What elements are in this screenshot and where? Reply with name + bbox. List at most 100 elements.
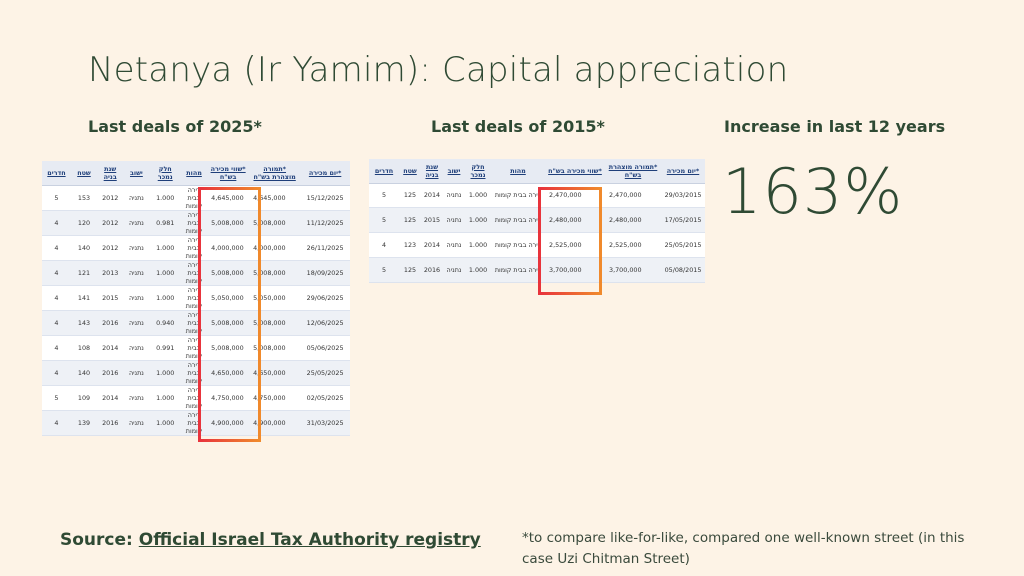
table-row: 18/09/2025 5,008,000 5,008,000 דירה בבית קו…	[42, 260, 350, 286]
header-price[interactable]: *שווי מכירה בש"ח	[207, 161, 250, 186]
city-cell: נתניה	[123, 385, 150, 411]
header-rooms[interactable]: חדרים	[42, 161, 71, 186]
part-sold-cell: 1.000	[149, 360, 181, 386]
header-build-year[interactable]: שנת בניה	[421, 159, 443, 184]
city-cell: נתניה	[123, 210, 150, 236]
build-year-cell: 2016	[97, 310, 124, 336]
rooms-cell: 5	[369, 207, 399, 234]
area-cell: 125	[399, 207, 421, 234]
rooms-cell: 4	[42, 260, 71, 286]
sale-date-cell: 05/06/2025	[300, 335, 350, 361]
sale-date-cell: 02/05/2025	[300, 385, 350, 411]
source-label: Source:	[60, 530, 133, 550]
sale-date-cell: 26/11/2025	[300, 235, 350, 261]
city-cell: נתניה	[443, 257, 465, 283]
header-type[interactable]: מהות	[491, 159, 545, 184]
header-sale-date[interactable]: *יום מכירה	[661, 159, 705, 184]
rooms-cell: 4	[42, 285, 71, 311]
part-sold-cell: 1.000	[149, 410, 181, 436]
city-cell: נתניה	[443, 207, 465, 234]
build-year-cell: 2016	[421, 257, 443, 283]
build-year-cell: 2012	[97, 185, 124, 211]
rooms-cell: 5	[42, 385, 71, 411]
part-sold-cell: 1.000	[465, 257, 491, 283]
city-cell: נתניה	[123, 260, 150, 286]
subtitle-2025: Last deals of 2025*	[88, 117, 262, 136]
rooms-cell: 4	[42, 235, 71, 261]
source-link[interactable]: Official Israel Tax Authority registry	[138, 530, 481, 550]
area-cell: 140	[70, 235, 98, 261]
part-sold-cell: 0.991	[149, 335, 181, 361]
area-cell: 140	[70, 360, 98, 386]
header-city[interactable]: ישוב	[123, 161, 150, 186]
rooms-cell: 4	[42, 360, 71, 386]
city-cell: נתניה	[123, 285, 150, 311]
build-year-cell: 2012	[97, 235, 124, 261]
type-cell: דירה בבית קומות	[491, 257, 545, 283]
table-row: 12/06/2025 5,008,000 5,008,000 דירה בבית קו…	[42, 310, 350, 336]
sale-date-cell: 11/12/2025	[300, 210, 350, 236]
declared-cell: 2,480,000	[605, 207, 661, 234]
part-sold-cell: 1.000	[465, 207, 491, 234]
build-year-cell: 2015	[421, 207, 443, 234]
header-declared[interactable]: *תמורה מוצהרת בש"ח	[605, 159, 661, 184]
table-row: 26/11/2025 4,000,000 4,000,000 דירה בבית קו…	[42, 235, 350, 261]
build-year-cell: 2015	[97, 285, 124, 311]
sale-date-cell: 31/03/2025	[300, 410, 350, 436]
page-title: Netanya (Ir Yamim): Capital appreciation	[88, 50, 789, 90]
header-part-sold[interactable]: חלק נמכר	[149, 161, 181, 186]
rooms-cell: 4	[42, 335, 71, 361]
build-year-cell: 2014	[97, 385, 124, 411]
table-row: 11/12/2025 5,008,000 5,008,000 דירה בבית קו…	[42, 210, 350, 236]
header-area[interactable]: שטח	[399, 159, 421, 184]
area-cell: 125	[399, 183, 421, 209]
build-year-cell: 2014	[421, 232, 443, 258]
sale-date-cell: 15/12/2025	[300, 185, 350, 211]
part-sold-cell: 1.000	[465, 183, 491, 209]
header-city[interactable]: ישוב	[443, 159, 465, 184]
part-sold-cell: 1.000	[149, 260, 181, 286]
subtitle-increase: Increase in last 12 years	[724, 117, 946, 136]
area-cell: 121	[70, 260, 98, 286]
sale-date-cell: 12/06/2025	[300, 310, 350, 336]
header-build-year[interactable]: שנת בניה	[97, 161, 124, 186]
city-cell: נתניה	[123, 410, 150, 436]
table-row: 29/06/2025 5,050,000 5,050,000 דירה בבית קו…	[42, 285, 350, 311]
rooms-cell: 5	[369, 257, 399, 283]
price-column-highlight-2025	[198, 187, 261, 442]
area-cell: 108	[70, 335, 98, 361]
header-declared[interactable]: *תמורה מוצהרת בש"ח	[249, 161, 301, 186]
city-cell: נתניה	[123, 185, 150, 211]
build-year-cell: 2016	[97, 360, 124, 386]
table-header-row: *יום מכירה *תמורה מוצהרת בש"ח *שווי מכיר…	[369, 159, 705, 184]
area-cell: 143	[70, 310, 98, 336]
table-row: 31/03/2025 4,900,000 4,900,000 דירה בבית קו…	[42, 410, 350, 436]
price-column-highlight-2015	[538, 187, 602, 295]
sale-date-cell: 25/05/2025	[300, 360, 350, 386]
table-header-row: *יום מכירה *תמורה מוצהרת בש"ח *שווי מכיר…	[42, 161, 350, 186]
sale-date-cell: 17/05/2015	[661, 207, 705, 234]
area-cell: 109	[70, 385, 98, 411]
rooms-cell: 4	[369, 232, 399, 258]
table-row: 25/05/2025 4,650,000 4,650,000 דירה בבית קו…	[42, 360, 350, 386]
subtitle-2015: Last deals of 2015*	[431, 117, 605, 136]
header-rooms[interactable]: חדרים	[369, 159, 399, 184]
part-sold-cell: 1.000	[149, 285, 181, 311]
rooms-cell: 4	[42, 210, 71, 236]
header-type[interactable]: מהות	[180, 161, 208, 186]
header-sale-date[interactable]: *יום מכירה	[300, 161, 350, 186]
increase-percentage: 163%	[722, 155, 904, 228]
rooms-cell: 4	[42, 410, 71, 436]
area-cell: 120	[70, 210, 98, 236]
header-area[interactable]: שטח	[70, 161, 98, 186]
sale-date-cell: 05/08/2015	[661, 257, 705, 283]
part-sold-cell: 1.000	[149, 235, 181, 261]
type-cell: דירה בבית קומות	[491, 183, 545, 209]
header-part-sold[interactable]: חלק נמכר	[465, 159, 491, 184]
type-cell: דירה בבית קומות	[491, 207, 545, 234]
part-sold-cell: 0.940	[149, 310, 181, 336]
header-price[interactable]: *שווי מכירה בש"ח	[545, 159, 605, 184]
sale-date-cell: 25/05/2015	[661, 232, 705, 258]
type-cell: דירה בבית קומות	[491, 232, 545, 258]
table-row: 05/06/2025 5,008,000 5,008,000 דירה בבית קו…	[42, 335, 350, 361]
